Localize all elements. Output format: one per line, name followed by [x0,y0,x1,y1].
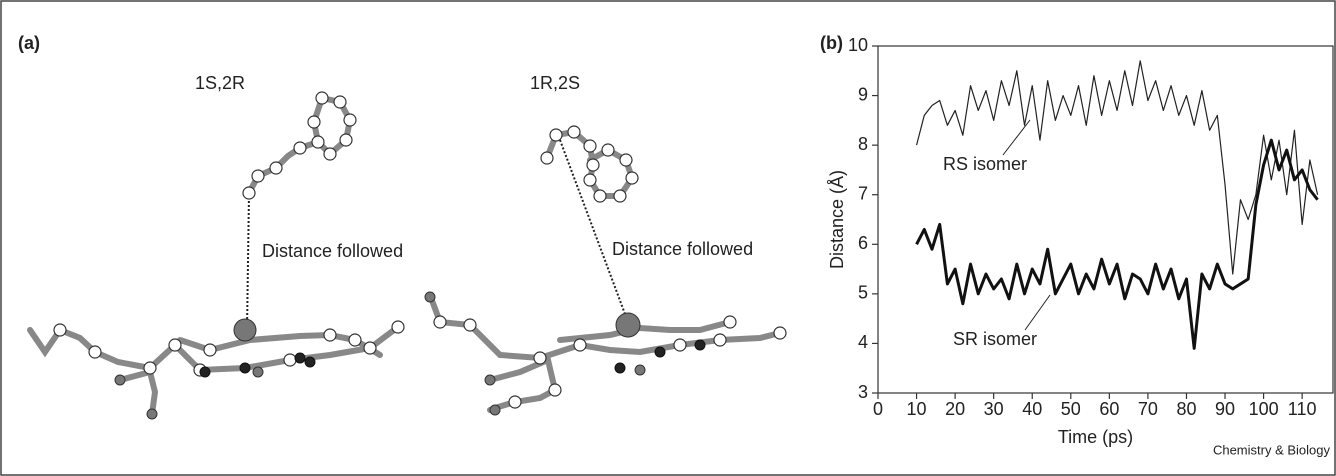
x-tick-label: 10 [907,399,927,419]
panel-label: (a) [18,33,40,53]
y-tick-label: 9 [858,84,868,104]
isomer-label: 1S,2R [195,73,245,93]
y-tick-label: 5 [858,283,868,303]
series-label: SR isomer [953,329,1037,349]
x-tick-label: 100 [1249,399,1279,419]
isomer-label: 1R,2S [530,73,580,93]
x-tick-label: 30 [984,399,1004,419]
x-tick-label: 50 [1061,399,1081,419]
x-tick-label: 110 [1288,399,1317,419]
y-tick-label: 8 [858,134,868,154]
series-label: RS isomer [943,154,1027,174]
x-tick-label: 40 [1022,399,1042,419]
x-tick-label: 70 [1138,399,1158,419]
panel-label: (b) [820,33,843,53]
x-axis-label: Time (ps) [1058,427,1133,447]
x-tick-label: 90 [1215,399,1235,419]
y-tick-label: 3 [858,382,868,402]
x-tick-label: 60 [1099,399,1119,419]
leader-line [1003,120,1030,155]
y-tick-label: 4 [858,332,868,352]
annotation: Distance followed [612,239,753,259]
y-axis-label: Distance (Å) [827,170,847,269]
x-tick-label: 20 [945,399,965,419]
y-tick-label: 10 [848,35,868,55]
molecule-right [425,126,786,415]
credit: Chemistry & Biology [1213,442,1331,457]
y-tick-label: 7 [858,183,868,203]
annotation: Distance followed [262,241,403,261]
leader-line [1025,295,1050,330]
x-tick-label: 80 [1176,399,1196,419]
x-tick-label: 0 [873,399,883,419]
y-tick-label: 6 [858,233,868,253]
figure: (a) 1S,2R 1R,2S Distance followed Distan… [0,0,1336,476]
